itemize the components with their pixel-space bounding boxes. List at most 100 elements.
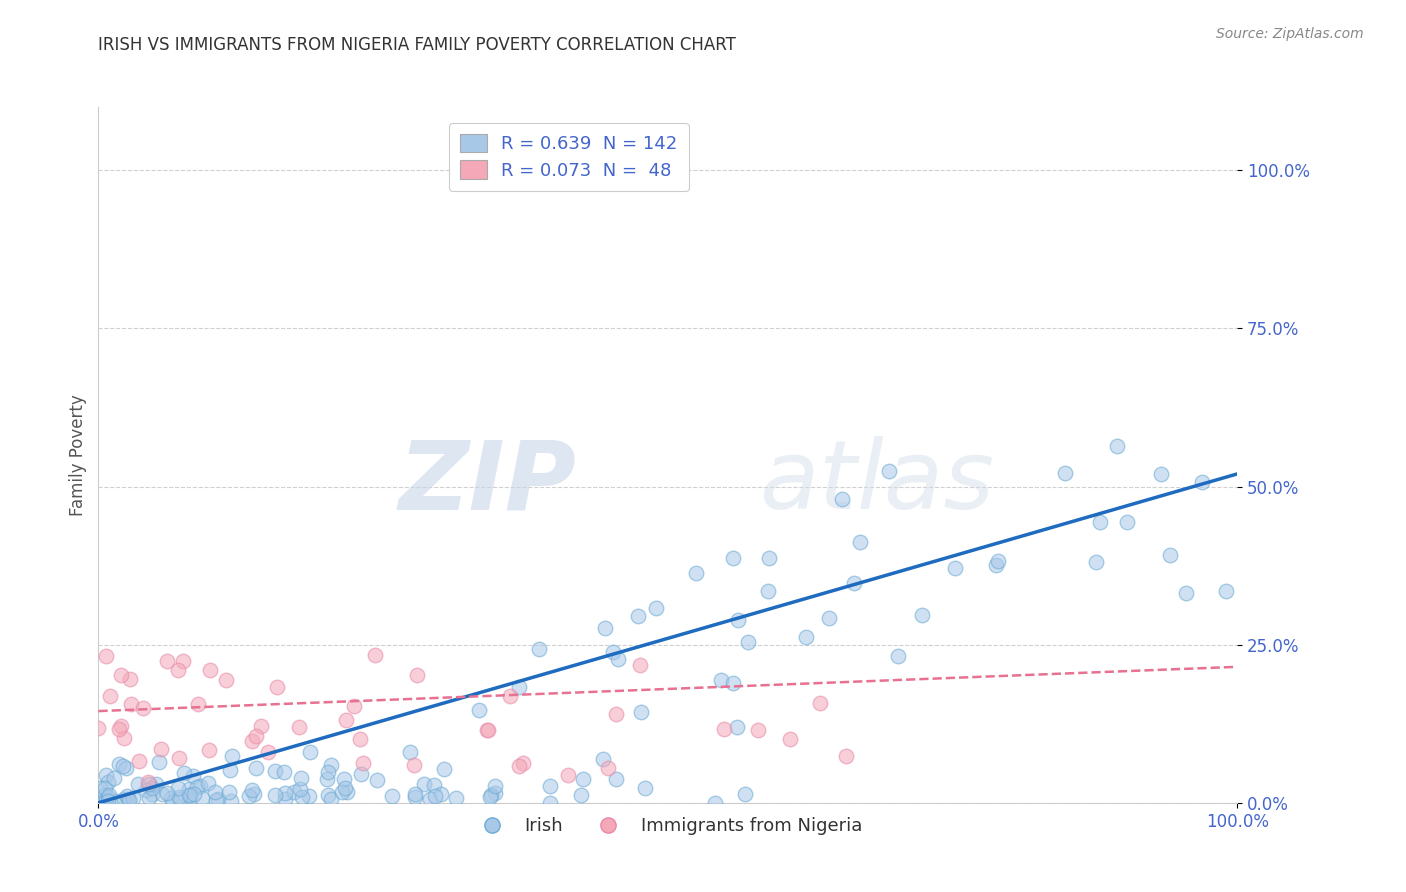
- Point: [118, 672, 141, 686]
- Point: [336, 785, 359, 799]
- Point: [628, 657, 651, 672]
- Point: [115, 761, 138, 775]
- Point: [508, 680, 530, 694]
- Point: [273, 791, 295, 805]
- Point: [316, 765, 339, 780]
- Point: [112, 731, 135, 745]
- Point: [1054, 466, 1077, 480]
- Point: [835, 748, 858, 763]
- Point: [181, 769, 204, 783]
- Point: [108, 757, 131, 772]
- Point: [433, 762, 456, 776]
- Point: [330, 785, 353, 799]
- Point: [169, 791, 191, 805]
- Point: [98, 689, 121, 703]
- Point: [264, 764, 287, 778]
- Point: [167, 780, 190, 795]
- Point: [831, 491, 853, 506]
- Point: [446, 791, 468, 805]
- Point: [423, 778, 446, 792]
- Text: Source: ZipAtlas.com: Source: ZipAtlas.com: [1216, 27, 1364, 41]
- Point: [298, 745, 321, 759]
- Point: [475, 723, 498, 738]
- Point: [160, 791, 183, 805]
- Point: [721, 675, 744, 690]
- Point: [245, 761, 267, 775]
- Point: [593, 621, 616, 635]
- Point: [127, 776, 149, 790]
- Point: [274, 786, 297, 800]
- Point: [221, 794, 243, 808]
- Point: [343, 698, 366, 713]
- Point: [605, 772, 627, 786]
- Point: [179, 788, 201, 802]
- Point: [710, 673, 733, 687]
- Point: [94, 789, 117, 803]
- Point: [298, 789, 321, 804]
- Point: [737, 635, 759, 649]
- Point: [844, 575, 866, 590]
- Point: [747, 723, 769, 737]
- Point: [572, 772, 595, 786]
- Point: [364, 648, 387, 663]
- Point: [96, 768, 118, 782]
- Point: [111, 758, 134, 772]
- Point: [366, 772, 388, 787]
- Point: [398, 745, 420, 759]
- Point: [105, 794, 128, 808]
- Point: [218, 785, 240, 799]
- Point: [266, 680, 288, 694]
- Point: [713, 723, 735, 737]
- Point: [419, 791, 441, 805]
- Point: [141, 780, 163, 795]
- Text: ZIP: ZIP: [399, 436, 576, 529]
- Point: [1088, 515, 1111, 529]
- Point: [150, 787, 173, 801]
- Point: [1116, 515, 1139, 529]
- Point: [734, 787, 756, 801]
- Point: [117, 792, 139, 806]
- Point: [598, 761, 620, 775]
- Point: [291, 790, 314, 805]
- Point: [645, 601, 668, 615]
- Point: [290, 772, 312, 786]
- Point: [273, 764, 295, 779]
- Point: [1150, 467, 1173, 482]
- Point: [138, 791, 160, 805]
- Point: [333, 781, 356, 796]
- Point: [721, 551, 744, 566]
- Point: [283, 784, 305, 798]
- Point: [349, 731, 371, 746]
- Point: [89, 780, 111, 795]
- Y-axis label: Family Poverty: Family Poverty: [69, 394, 87, 516]
- Point: [90, 796, 112, 810]
- Point: [148, 756, 170, 770]
- Point: [156, 655, 179, 669]
- Point: [529, 642, 551, 657]
- Point: [94, 781, 117, 796]
- Point: [243, 787, 266, 801]
- Point: [221, 749, 243, 764]
- Point: [779, 731, 801, 746]
- Point: [94, 793, 117, 807]
- Point: [219, 763, 242, 777]
- Point: [108, 722, 131, 736]
- Point: [132, 701, 155, 715]
- Point: [423, 789, 446, 803]
- Point: [405, 789, 427, 804]
- Point: [97, 790, 120, 805]
- Point: [136, 775, 159, 789]
- Point: [250, 718, 273, 732]
- Point: [173, 765, 195, 780]
- Point: [167, 751, 190, 765]
- Point: [333, 772, 356, 787]
- Point: [288, 720, 311, 734]
- Point: [1159, 548, 1181, 562]
- Point: [315, 772, 337, 787]
- Point: [335, 713, 357, 727]
- Point: [186, 780, 208, 794]
- Point: [607, 652, 630, 666]
- Point: [204, 793, 226, 807]
- Point: [94, 649, 117, 664]
- Point: [1215, 584, 1237, 599]
